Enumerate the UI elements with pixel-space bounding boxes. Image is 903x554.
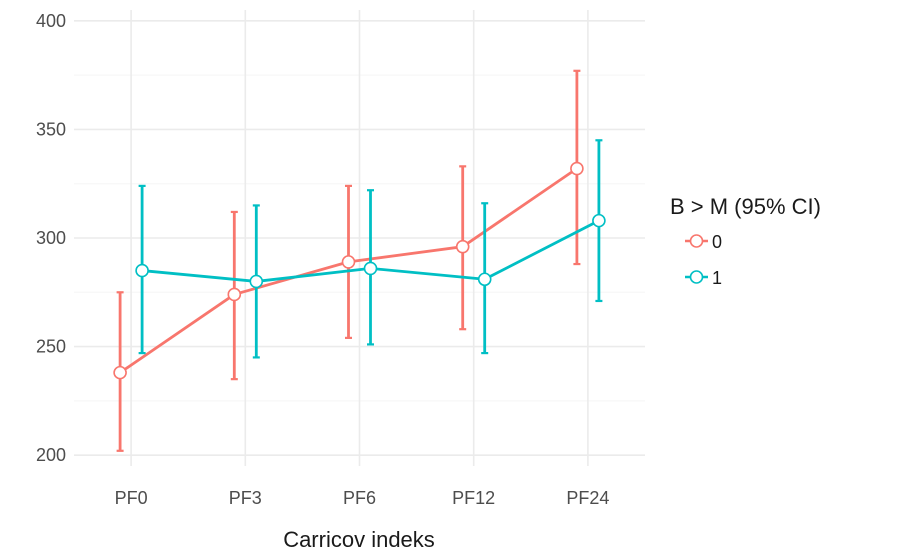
series-layer <box>113 69 606 452</box>
x-tick-label: PF0 <box>115 488 148 508</box>
y-tick-label: 400 <box>36 11 66 31</box>
data-point <box>135 263 149 278</box>
x-tick-label: PF24 <box>566 488 609 508</box>
series-1 <box>135 139 606 359</box>
y-axis-tick-labels: 200 250 300 350 400 <box>36 11 66 465</box>
legend-title: B > M (95% CI) <box>670 194 821 219</box>
data-point <box>227 287 242 302</box>
series-0 <box>113 69 584 452</box>
gridlines <box>74 10 645 466</box>
legend-label: 0 <box>712 232 722 252</box>
y-tick-label: 200 <box>36 445 66 465</box>
legend-key-point <box>689 234 704 248</box>
y-tick-label: 350 <box>36 119 66 139</box>
x-tick-label: PF12 <box>452 488 495 508</box>
x-axis-tick-labels: PF0 PF3 PF6 PF12 PF24 <box>115 488 610 508</box>
x-tick-label: PF3 <box>229 488 262 508</box>
legend-label: 1 <box>712 268 722 288</box>
legend: B > M (95% CI) 01 <box>670 194 821 288</box>
y-tick-label: 300 <box>36 228 66 248</box>
legend-keys: 01 <box>685 232 722 288</box>
legend-key-1: 1 <box>685 268 722 288</box>
x-axis-title: Carricov indeks <box>283 527 435 552</box>
data-point <box>455 239 470 254</box>
data-point <box>341 255 356 269</box>
legend-key-0: 0 <box>685 232 722 252</box>
data-point <box>570 161 584 176</box>
y-tick-label: 250 <box>36 337 66 357</box>
data-point <box>249 274 264 289</box>
legend-key-point <box>689 270 704 284</box>
data-point <box>363 261 378 276</box>
data-point <box>592 213 606 228</box>
data-point <box>477 272 492 287</box>
x-tick-label: PF6 <box>343 488 376 508</box>
data-point <box>113 365 127 380</box>
